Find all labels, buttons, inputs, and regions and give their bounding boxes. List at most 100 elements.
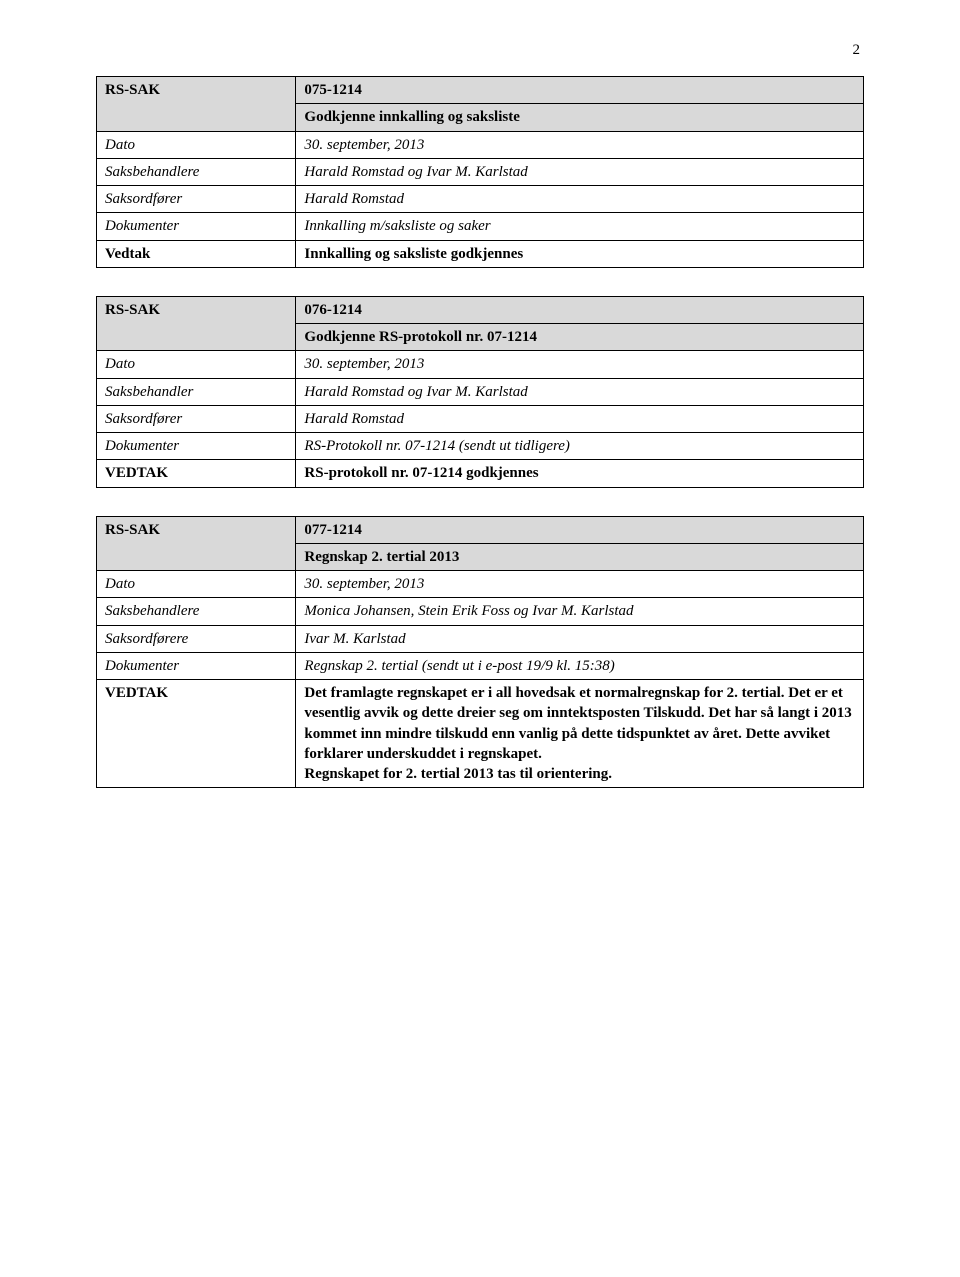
row-label-cell: Saksbehandlere bbox=[97, 598, 296, 625]
row-value-cell: Regnskap 2. tertial (sendt ut i e-post 1… bbox=[296, 652, 864, 679]
row-value: Innkalling og saksliste godkjennes bbox=[304, 246, 523, 262]
row-value-cell: RS-Protokoll nr. 07-1214 (sendt ut tidli… bbox=[296, 433, 864, 460]
doc-table: RS-SAK 076-1214 Godkjenne RS-protokoll nr.… bbox=[96, 296, 864, 488]
header-code: 076-1214 bbox=[304, 302, 362, 318]
header-title: Regnskap 2. tertial 2013 bbox=[304, 549, 459, 565]
table-row: Dokumenter Innkalling m/saksliste og sake… bbox=[97, 213, 864, 240]
table-row: Dato 30. september, 2013 bbox=[97, 131, 864, 158]
header-left: RS-SAK bbox=[97, 77, 296, 132]
row-label: Dato bbox=[105, 356, 135, 372]
table-row: Saksordførere Ivar M. Karlstad bbox=[97, 625, 864, 652]
row-value-cell: Harald Romstad og Ivar M. Karlstad bbox=[296, 158, 864, 185]
row-value-cell: Monica Johansen, Stein Erik Foss og Ivar… bbox=[296, 598, 864, 625]
row-label: Vedtak bbox=[105, 246, 150, 262]
table-row: Vedtak Innkalling og saksliste godkjennes bbox=[97, 240, 864, 267]
page: 2 RS-SAK 075-1214 Godkjenne innkalling og … bbox=[0, 0, 960, 1277]
page-number: 2 bbox=[853, 40, 861, 60]
header-code: 077-1214 bbox=[304, 522, 362, 538]
row-value: RS-Protokoll nr. 07-1214 (sendt ut tidli… bbox=[304, 438, 570, 454]
row-label: Dokumenter bbox=[105, 438, 179, 454]
table-header-row: RS-SAK 075-1214 bbox=[97, 77, 864, 104]
table-row: Dokumenter Regnskap 2. tertial (sendt ut … bbox=[97, 652, 864, 679]
row-value: Harald Romstad bbox=[304, 191, 404, 207]
header-title-cell: Godkjenne RS-protokoll nr. 07-1214 bbox=[296, 324, 864, 351]
row-label: Saksbehandlere bbox=[105, 164, 199, 180]
row-label-cell: Saksbehandlere bbox=[97, 158, 296, 185]
tables-container: RS-SAK 075-1214 Godkjenne innkalling og sa… bbox=[96, 76, 864, 788]
row-label-cell: VEDTAK bbox=[97, 680, 296, 788]
row-label-cell: Dokumenter bbox=[97, 652, 296, 679]
row-value-cell: 30. september, 2013 bbox=[296, 571, 864, 598]
row-value-cell: Ivar M. Karlstad bbox=[296, 625, 864, 652]
row-label: Dato bbox=[105, 137, 135, 153]
row-label: Saksordførere bbox=[105, 631, 188, 647]
header-title: Godkjenne innkalling og saksliste bbox=[304, 109, 519, 125]
table-header-row: RS-SAK 077-1214 bbox=[97, 516, 864, 543]
table-row: Dokumenter RS-Protokoll nr. 07-1214 (send… bbox=[97, 433, 864, 460]
row-label: Dokumenter bbox=[105, 218, 179, 234]
row-value: Regnskap 2. tertial (sendt ut i e-post 1… bbox=[304, 658, 614, 674]
row-value: Det framlagte regnskapet er i all hoveds… bbox=[304, 685, 851, 782]
row-value: Ivar M. Karlstad bbox=[304, 631, 405, 647]
table-row: Saksbehandler Harald Romstad og Ivar M. K… bbox=[97, 378, 864, 405]
row-label: Dokumenter bbox=[105, 658, 179, 674]
row-label: Saksordfører bbox=[105, 411, 182, 427]
row-value-cell: 30. september, 2013 bbox=[296, 351, 864, 378]
row-value-cell: Harald Romstad bbox=[296, 405, 864, 432]
row-label-cell: Dato bbox=[97, 131, 296, 158]
row-value: Harald Romstad og Ivar M. Karlstad bbox=[304, 164, 527, 180]
header-code-cell: 077-1214 bbox=[296, 516, 864, 543]
table-row: Dato 30. september, 2013 bbox=[97, 351, 864, 378]
row-label: VEDTAK bbox=[105, 685, 168, 701]
row-value: Monica Johansen, Stein Erik Foss og Ivar… bbox=[304, 603, 633, 619]
table-row: VEDTAK RS-protokoll nr. 07-1214 godkjenne… bbox=[97, 460, 864, 487]
row-value-cell: 30. september, 2013 bbox=[296, 131, 864, 158]
row-label: Saksordfører bbox=[105, 191, 182, 207]
row-label-cell: Saksordfører bbox=[97, 405, 296, 432]
row-value: 30. september, 2013 bbox=[304, 356, 424, 372]
row-value: Harald Romstad og Ivar M. Karlstad bbox=[304, 384, 527, 400]
row-value-cell: Harald Romstad bbox=[296, 186, 864, 213]
row-label: Saksbehandler bbox=[105, 384, 193, 400]
row-label: Dato bbox=[105, 576, 135, 592]
row-label-cell: Dato bbox=[97, 351, 296, 378]
row-value: 30. september, 2013 bbox=[304, 137, 424, 153]
row-label-cell: Saksbehandler bbox=[97, 378, 296, 405]
row-value: 30. september, 2013 bbox=[304, 576, 424, 592]
row-label-cell: VEDTAK bbox=[97, 460, 296, 487]
doc-table: RS-SAK 075-1214 Godkjenne innkalling og sa… bbox=[96, 76, 864, 268]
header-left-label: RS-SAK bbox=[105, 522, 160, 538]
row-value: Innkalling m/saksliste og saker bbox=[304, 218, 490, 234]
table-row: Saksordfører Harald Romstad bbox=[97, 186, 864, 213]
table-row: Dato 30. september, 2013 bbox=[97, 571, 864, 598]
header-left: RS-SAK bbox=[97, 296, 296, 351]
row-label-cell: Saksordførere bbox=[97, 625, 296, 652]
table-header-row: RS-SAK 076-1214 bbox=[97, 296, 864, 323]
header-left: RS-SAK bbox=[97, 516, 296, 571]
row-label-cell: Dokumenter bbox=[97, 433, 296, 460]
row-label-cell: Saksordfører bbox=[97, 186, 296, 213]
row-value: RS-protokoll nr. 07-1214 godkjennes bbox=[304, 465, 538, 481]
row-label-cell: Dokumenter bbox=[97, 213, 296, 240]
row-value: Harald Romstad bbox=[304, 411, 404, 427]
row-value-cell: Harald Romstad og Ivar M. Karlstad bbox=[296, 378, 864, 405]
header-code-cell: 075-1214 bbox=[296, 77, 864, 104]
row-value-cell: Det framlagte regnskapet er i all hoveds… bbox=[296, 680, 864, 788]
table-row: Saksbehandlere Monica Johansen, Stein Eri… bbox=[97, 598, 864, 625]
row-value-cell: Innkalling m/saksliste og saker bbox=[296, 213, 864, 240]
header-left-label: RS-SAK bbox=[105, 302, 160, 318]
header-title-cell: Regnskap 2. tertial 2013 bbox=[296, 543, 864, 570]
row-label-cell: Dato bbox=[97, 571, 296, 598]
row-value-cell: Innkalling og saksliste godkjennes bbox=[296, 240, 864, 267]
row-value-cell: RS-protokoll nr. 07-1214 godkjennes bbox=[296, 460, 864, 487]
row-label-cell: Vedtak bbox=[97, 240, 296, 267]
header-title-cell: Godkjenne innkalling og saksliste bbox=[296, 104, 864, 131]
header-title: Godkjenne RS-protokoll nr. 07-1214 bbox=[304, 329, 537, 345]
table-row: Saksordfører Harald Romstad bbox=[97, 405, 864, 432]
row-label: VEDTAK bbox=[105, 465, 168, 481]
table-row: Saksbehandlere Harald Romstad og Ivar M. … bbox=[97, 158, 864, 185]
header-left-label: RS-SAK bbox=[105, 82, 160, 98]
header-code-cell: 076-1214 bbox=[296, 296, 864, 323]
table-row: VEDTAK Det framlagte regnskapet er i all … bbox=[97, 680, 864, 788]
row-label: Saksbehandlere bbox=[105, 603, 199, 619]
